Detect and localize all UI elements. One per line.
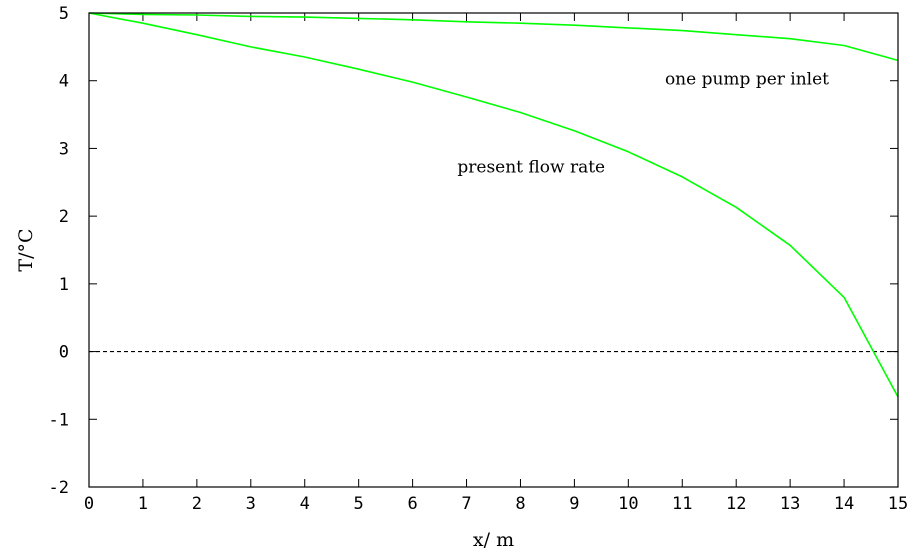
y-axis-label: T/°C	[15, 228, 37, 271]
series-group	[88, 12, 899, 398]
y-tick-label: 5	[59, 4, 69, 24]
x-axis-label: x/ m	[473, 529, 514, 551]
x-tick-label: 7	[461, 494, 471, 514]
x-tick-label: 14	[834, 494, 854, 514]
plot-frame	[88, 12, 899, 488]
y-tick-label: 0	[59, 343, 69, 363]
x-tick-label: 15	[888, 494, 908, 514]
y-tick-label: 3	[59, 139, 69, 159]
x-tick-label: 10	[618, 494, 638, 514]
y-tick-label: 2	[59, 207, 69, 227]
annotation-present-flow-rate: present flow rate	[457, 158, 605, 178]
x-tick-label: 13	[780, 494, 800, 514]
x-tick-label: 12	[726, 494, 746, 514]
y-tick-label: 4	[59, 72, 69, 92]
x-tick-label: 6	[407, 494, 417, 514]
x-tick-label: 11	[672, 494, 692, 514]
x-tick-label: 4	[300, 494, 310, 514]
y-tick-label: 1	[59, 275, 69, 295]
x-tick-label: 0	[84, 494, 94, 514]
series-line-present-flow-rate	[88, 12, 899, 398]
y-tick-label: -2	[49, 478, 69, 498]
x-tick-label: 2	[192, 494, 202, 514]
x-tick-label: 9	[569, 494, 579, 514]
series-line-one-pump-per-inlet	[88, 12, 899, 62]
x-tick-label: 1	[138, 494, 148, 514]
x-tick-label: 5	[354, 494, 364, 514]
y-tick-label: -1	[49, 410, 69, 430]
x-tick-label: 8	[515, 494, 525, 514]
x-tick-label: 3	[246, 494, 256, 514]
annotation-one-pump-per-inlet: one pump per inlet	[665, 70, 829, 90]
